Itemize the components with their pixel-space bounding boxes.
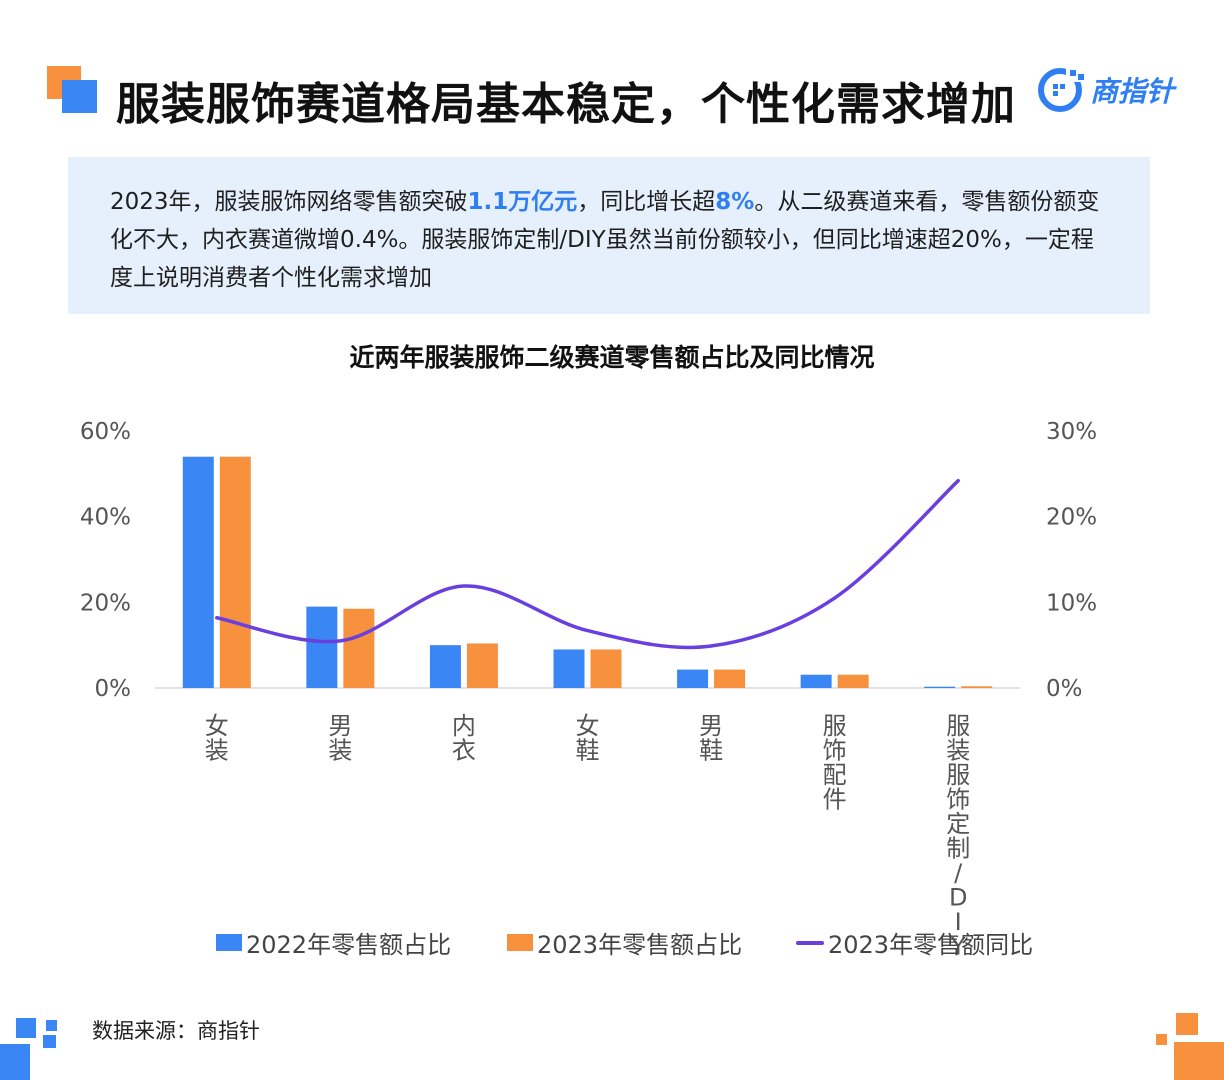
legend-label-yoy: 2023年零售额同比: [828, 931, 1034, 959]
bar-2022: [924, 686, 956, 688]
bar-2022: [553, 649, 585, 688]
footer-deco-right-2: [1156, 1034, 1167, 1045]
title-accent-blue: [62, 80, 97, 113]
page-title: 服装服饰赛道格局基本稳定，个性化需求增加: [116, 79, 1016, 130]
logo-text: 商指针: [1090, 75, 1175, 108]
legend-item-2022: 2022年零售额占比: [216, 925, 451, 960]
chart-legend: 2022年零售额占比 2023年零售额占比 2023年零售额同比: [0, 925, 1224, 961]
y-right-tick-label: 30%: [1046, 419, 1097, 445]
bar-2022: [677, 669, 709, 688]
summary-text-1: 2023年，服装服饰网络零售额突破: [110, 189, 468, 215]
bar-2023: [343, 608, 375, 688]
footer-deco-left-2: [46, 1020, 57, 1031]
bar-2023: [466, 643, 498, 688]
chart-area: 0% 20% 40% 60% 0% 10% 20% 30% 女装 男装 内衣 女鞋 男鞋 服饰配件 服装服饰…: [80, 419, 1097, 961]
y-left-tick-label: 60%: [80, 419, 131, 445]
legend-item-2023: 2023年零售额占比: [507, 925, 742, 960]
bar-2023: [590, 649, 622, 688]
x-tick-label: 女鞋: [576, 712, 600, 765]
summary-box: 2023年，服装服饰网络零售额突破1.1万亿元，同比增长超8%。从二级赛道来看，…: [68, 157, 1150, 314]
y-left-tick-label: 40%: [80, 505, 131, 531]
legend-swatch-yoy: [796, 940, 824, 945]
legend-swatch-2022: [216, 934, 242, 951]
footer-deco-right-1: [1176, 1013, 1198, 1035]
x-tick-label: 男装: [328, 712, 352, 765]
x-tick-label: 男鞋: [699, 712, 723, 765]
bar-2022: [800, 674, 832, 688]
y-right-tick-label: 10%: [1046, 590, 1097, 616]
y-right-tick-label: 20%: [1046, 505, 1097, 531]
legend-item-yoy: 2023年零售额同比: [796, 925, 1033, 960]
x-tick-label: 服装服饰定制/D I Y: [946, 712, 970, 961]
footer-deco-left-1: [16, 1018, 36, 1038]
bar-2022: [429, 645, 461, 688]
y-left-tick-label: 20%: [80, 590, 131, 616]
summary-highlight-revenue: 1.1万亿元: [467, 189, 578, 215]
x-tick-label: 服饰配件: [823, 712, 847, 814]
bar-2023: [714, 669, 746, 688]
bar-2023: [219, 456, 251, 688]
y-right-tick-label: 0%: [1046, 676, 1083, 702]
brand-logo: 商指针: [1036, 62, 1196, 118]
bar-2023: [837, 674, 869, 688]
legend-swatch-2023: [507, 934, 533, 951]
legend-label-2022: 2022年零售额占比: [246, 931, 452, 959]
legend-label-2023: 2023年零售额占比: [537, 931, 743, 959]
summary-highlight-growth: 8%: [715, 189, 755, 215]
bar-2022: [306, 606, 338, 688]
chart-title: 近两年服装服饰二级赛道零售额占比及同比情况: [349, 343, 875, 372]
logo-icon: [1038, 68, 1086, 112]
summary-text-2: ，同比增长超: [577, 189, 716, 215]
footer-deco-left-3: [43, 1035, 56, 1048]
x-tick-label: 女装: [205, 712, 229, 765]
bar-2022: [182, 456, 214, 688]
x-tick-label: 内衣: [452, 712, 476, 765]
footer-deco-left-4: [0, 1044, 30, 1080]
data-source: 数据来源：商指针: [92, 1019, 260, 1043]
footer-deco-right-3: [1174, 1042, 1224, 1080]
y-left-tick-label: 0%: [95, 676, 132, 702]
summary-text-3: 。从二级赛道来看，零售额份额变化不大，内衣赛道微增0.4%。服装服饰定制/DIY…: [110, 189, 1100, 291]
bar-2023: [961, 686, 993, 688]
line-2023-yoy: [215, 478, 960, 650]
